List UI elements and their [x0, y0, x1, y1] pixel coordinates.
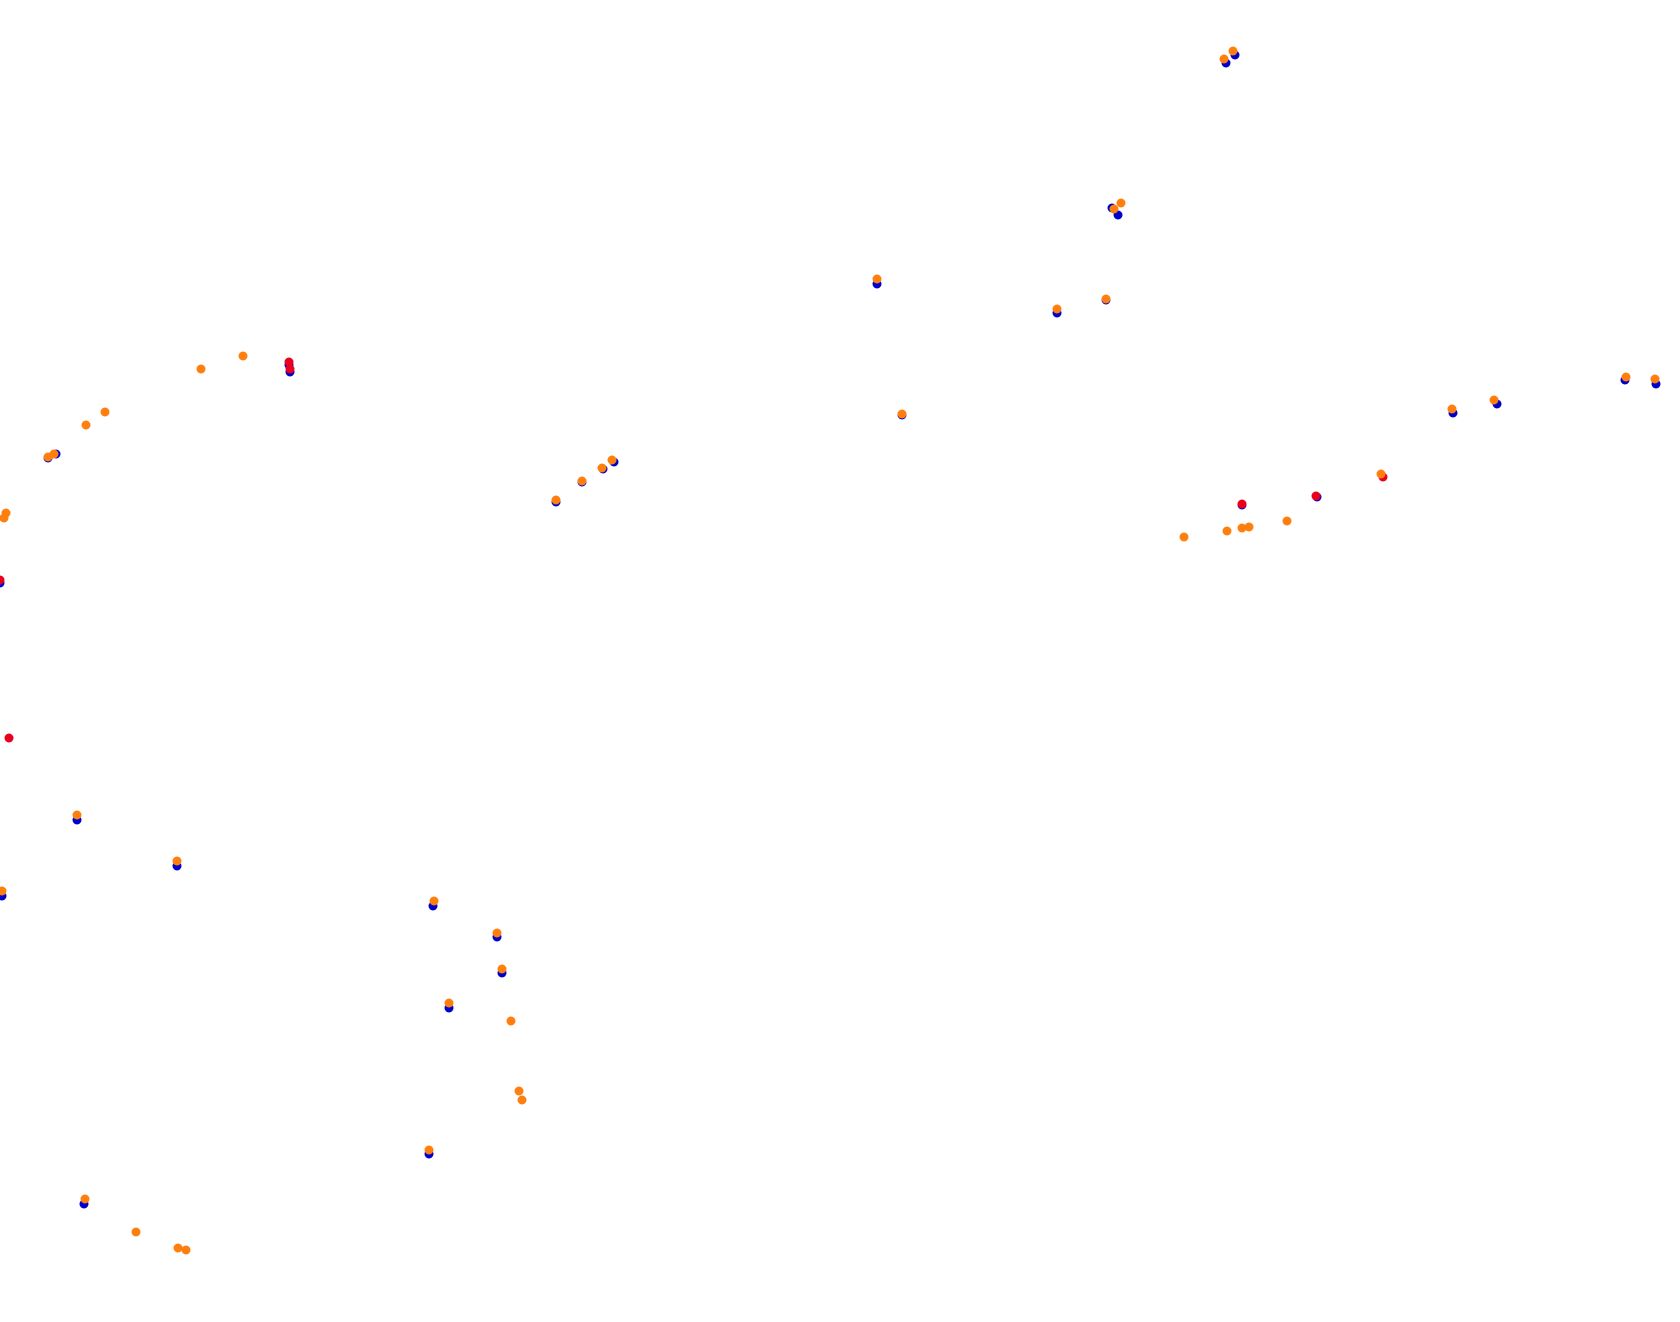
data-point: [1237, 499, 1247, 509]
data-point: [196, 364, 206, 374]
data-point: [429, 896, 439, 906]
data-point: [607, 455, 617, 465]
data-point: [517, 1095, 527, 1105]
data-point: [506, 1016, 516, 1026]
data-point: [492, 928, 502, 938]
data-point: [1237, 523, 1247, 533]
data-point: [131, 1227, 141, 1237]
data-point: [1244, 522, 1254, 532]
data-point: [424, 1145, 434, 1155]
data-point: [551, 495, 561, 505]
data-point: [1228, 46, 1238, 56]
data-point: [872, 274, 882, 284]
data-point: [1179, 532, 1189, 542]
data-point: [181, 1245, 191, 1255]
data-point: [81, 420, 91, 430]
data-point: [284, 357, 294, 367]
data-point: [1621, 372, 1631, 382]
data-point: [1282, 516, 1292, 526]
data-point: [238, 351, 248, 361]
data-point: [100, 407, 110, 417]
data-point: [0, 886, 7, 896]
data-point: [1101, 294, 1111, 304]
data-point: [1109, 204, 1119, 214]
data-point: [1222, 526, 1232, 536]
data-point: [1650, 374, 1660, 384]
data-point: [4, 733, 14, 743]
data-point: [597, 463, 607, 473]
series-1: [0, 50, 1661, 1209]
data-point: [1447, 404, 1457, 414]
data-point: [1052, 304, 1062, 314]
points-layer: [0, 46, 1661, 1255]
series-2: [0, 357, 1388, 743]
data-point: [43, 452, 53, 462]
data-point: [173, 1243, 183, 1253]
data-point: [514, 1086, 524, 1096]
data-point: [1, 508, 11, 518]
data-point: [897, 409, 907, 419]
series-3: [0, 46, 1660, 1255]
data-point: [285, 364, 295, 374]
data-point: [1219, 54, 1229, 64]
data-point: [0, 575, 5, 585]
data-point: [444, 998, 454, 1008]
data-point: [72, 810, 82, 820]
data-point: [1376, 469, 1386, 479]
data-point: [497, 964, 507, 974]
data-point: [80, 1194, 90, 1204]
data-point: [1311, 491, 1321, 501]
data-point: [1116, 198, 1126, 208]
data-point: [1489, 395, 1499, 405]
data-point: [172, 856, 182, 866]
data-point: [577, 476, 587, 486]
